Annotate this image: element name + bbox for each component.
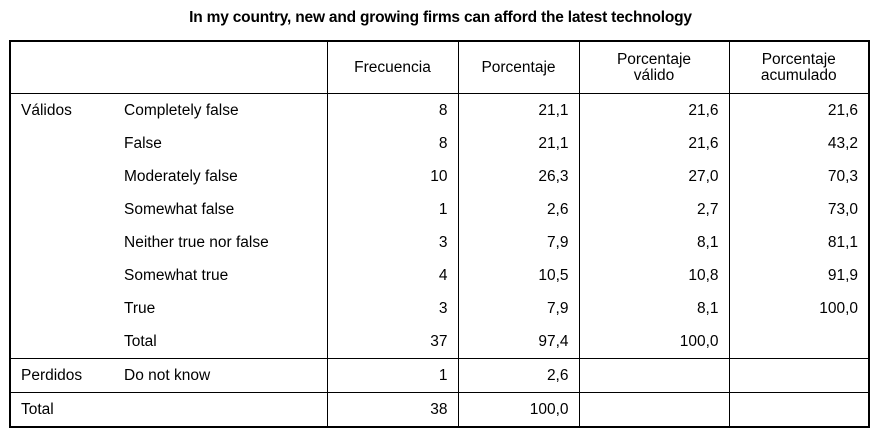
cumulative-percent-cell: 73,0: [728, 193, 869, 226]
group-label-total: Total: [10, 392, 327, 427]
row-label: True: [124, 299, 156, 317]
valid-percent-cell: 10,8: [578, 259, 729, 292]
valid-percent-cell: 2,7: [578, 193, 729, 226]
percent-cell: 21,1: [457, 127, 579, 160]
group-label-valid: Válidos: [21, 101, 72, 119]
percent-cell: 10,5: [457, 259, 579, 292]
valid-percent-cell: 8,1: [578, 226, 729, 259]
table-row: Moderately false 10 26,3 27,0 70,3: [10, 160, 869, 193]
valid-percent-cell: 100,0: [578, 325, 729, 359]
table-title: In my country, new and growing firms can…: [189, 9, 692, 26]
frequency-cell: 38: [326, 392, 458, 427]
header-valid-percent: Porcentaje válido: [578, 41, 729, 94]
group-label-missing: Perdidos: [10, 358, 120, 393]
row-label: Do not know: [120, 358, 327, 393]
valid-percent-cell: 21,6: [578, 127, 729, 160]
frequency-cell: 4: [326, 259, 458, 292]
cumulative-percent-cell: [728, 325, 869, 359]
percent-cell: 7,9: [457, 292, 579, 325]
row-label: False: [124, 134, 162, 152]
frequency-cell: 37: [326, 325, 458, 359]
percent-cell: 100,0: [457, 392, 579, 427]
header-percent: Porcentaje: [457, 41, 579, 94]
row-label: Neither true nor false: [124, 233, 269, 251]
table-row: Perdidos Do not know 1 2,6: [10, 358, 869, 393]
cumulative-percent-cell: 91,9: [728, 259, 869, 292]
header-row: Frecuencia Porcentaje Porcentaje válido …: [10, 41, 869, 94]
cumulative-percent-cell: 70,3: [728, 160, 869, 193]
frequency-cell: 10: [326, 160, 458, 193]
frequency-cell: 8: [326, 93, 458, 127]
table-row: Somewhat true 4 10,5 10,8 91,9: [10, 259, 869, 292]
percent-cell: 7,9: [457, 226, 579, 259]
percent-cell: 26,3: [457, 160, 579, 193]
table-row: Total 38 100,0: [10, 392, 869, 427]
table-row: False 8 21,1 21,6 43,2: [10, 127, 869, 160]
percent-cell: 2,6: [457, 358, 579, 393]
table-row: Total 37 97,4 100,0: [10, 325, 869, 359]
valid-percent-cell: 21,6: [578, 93, 729, 127]
frequency-table: Frecuencia Porcentaje Porcentaje válido …: [9, 40, 870, 428]
cumulative-percent-cell: 21,6: [728, 93, 869, 127]
table-row: Somewhat false 1 2,6 2,7 73,0: [10, 193, 869, 226]
stub-header: [10, 41, 327, 94]
valid-percent-cell: [578, 358, 729, 393]
row-label: Moderately false: [124, 167, 238, 185]
cumulative-percent-cell: 100,0: [728, 292, 869, 325]
row-label: Somewhat true: [124, 266, 229, 284]
row-label: Somewhat false: [124, 200, 235, 218]
percent-cell: 2,6: [457, 193, 579, 226]
cumulative-percent-cell: 81,1: [728, 226, 869, 259]
cumulative-percent-cell: [728, 392, 869, 427]
cumulative-percent-cell: [728, 358, 869, 393]
table-row: True 3 7,9 8,1 100,0: [10, 292, 869, 325]
table-row: Válidos Completely false 8 21,1 21,6 21,…: [10, 93, 869, 127]
frequency-cell: 1: [326, 358, 458, 393]
frequency-cell: 3: [326, 226, 458, 259]
frequency-cell: 3: [326, 292, 458, 325]
percent-cell: 97,4: [457, 325, 579, 359]
percent-cell: 21,1: [457, 93, 579, 127]
frequency-cell: 1: [326, 193, 458, 226]
row-label: Completely false: [124, 101, 239, 119]
cumulative-percent-cell: 43,2: [728, 127, 869, 160]
table-row: Neither true nor false 3 7,9 8,1 81,1: [10, 226, 869, 259]
valid-percent-cell: 27,0: [578, 160, 729, 193]
header-cumulative-percent: Porcentaje acumulado: [728, 41, 869, 94]
row-label: Total: [124, 332, 157, 350]
header-frequency: Frecuencia: [326, 41, 458, 94]
valid-percent-cell: [578, 392, 729, 427]
valid-percent-cell: 8,1: [578, 292, 729, 325]
frequency-cell: 8: [326, 127, 458, 160]
